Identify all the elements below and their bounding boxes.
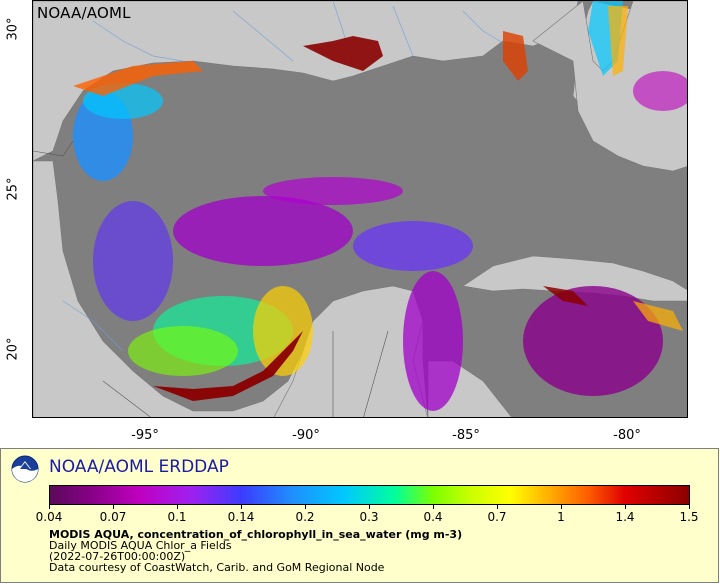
noaa-logo-icon: [11, 455, 39, 483]
colorbar-tick-label: 0.1: [167, 510, 187, 524]
legend-panel: NOAA/AOML ERDDAP 0.04 0.07 0.1 0.14 0.2 0.3 0.…: [0, 448, 719, 583]
lon-label-95: -95°: [131, 428, 159, 443]
legend-subtitle: Daily MODIS AQUA Chlor_a Fields: [49, 539, 232, 552]
map-credit: NOAA/AOML: [37, 4, 131, 22]
colorbar-tick-mark: [368, 504, 370, 509]
chlorophyll-overlay: [73, 1, 687, 411]
lat-label-25: 25°: [5, 177, 21, 201]
colorbar-tick-label: 1: [557, 510, 565, 524]
map-frame: NOAA/AOML: [32, 0, 688, 418]
cuba-land: [462, 255, 687, 302]
colorbar-tick-mark: [432, 504, 434, 509]
lat-label-20: 20°: [5, 337, 21, 361]
legend-org-title: NOAA/AOML ERDDAP: [49, 457, 229, 477]
colorbar: [49, 485, 690, 505]
colorbar-tick-label: 0.2: [295, 510, 315, 524]
colorbar-tick-label: 0.14: [227, 510, 255, 524]
colorbar-tick-label: 0.3: [359, 510, 379, 524]
colorbar-tick-mark: [176, 504, 178, 509]
colorbar-tick-mark: [496, 504, 498, 509]
lon-label-90: -90°: [292, 428, 320, 443]
colorbar-tick-mark: [240, 504, 242, 509]
lat-label-30: 30°: [5, 17, 21, 41]
colorbar-tick-label: 0.4: [423, 510, 443, 524]
colorbar-tick-label: 1.4: [615, 510, 635, 524]
chlorophyll-map: [33, 1, 687, 417]
colorbar-tick-label: 1.5: [679, 510, 699, 524]
lon-label-85: -85°: [452, 428, 480, 443]
lon-label-80: -80°: [613, 428, 641, 443]
legend-time: (2022-07-26T00:00:00Z): [49, 550, 186, 563]
colorbar-tick-label: 0.7: [487, 510, 507, 524]
rivers: [62, 1, 504, 352]
colorbar-tick-label: 0.04: [35, 510, 63, 524]
legend-credit: Data courtesy of CoastWatch, Carib. and …: [49, 561, 385, 574]
colorbar-tick-mark: [624, 504, 626, 509]
colorbar-tick-mark: [560, 504, 562, 509]
colorbar-tick-mark: [688, 504, 690, 509]
colorbar-tick-mark: [112, 504, 114, 509]
colorbar-tick-mark: [304, 504, 306, 509]
borders: [33, 140, 389, 417]
colorbar-tick-label: 0.07: [99, 510, 127, 524]
florida-gulf-side-land: [532, 1, 687, 172]
legend-title: MODIS AQUA, concentration_of_chlorophyll…: [49, 528, 463, 541]
colorbar-tick-mark: [48, 504, 50, 509]
